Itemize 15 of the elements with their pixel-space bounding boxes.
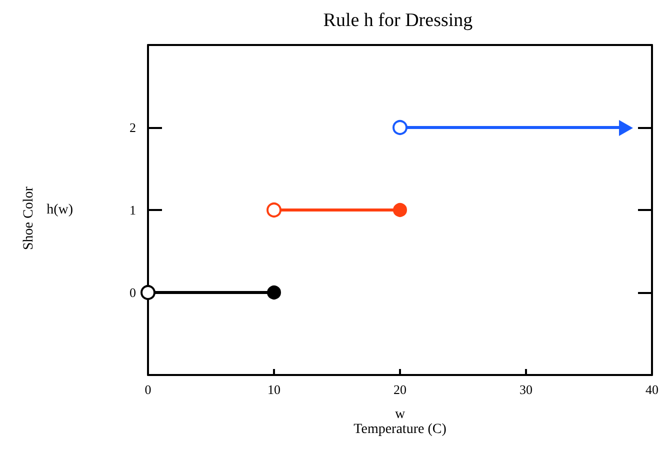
y-tick-label: 2 xyxy=(130,120,136,135)
point xyxy=(267,286,281,300)
x-tick-label: 0 xyxy=(144,382,152,397)
y-tick-label: 0 xyxy=(130,285,136,300)
point xyxy=(393,203,407,217)
text: Shoe Color xyxy=(22,186,36,250)
x-tick-label: 10 xyxy=(268,382,280,397)
x-tick-label: 40 xyxy=(646,382,658,397)
chart-title: Rule h for Dressing xyxy=(323,10,474,31)
x-tick-label: 20 xyxy=(394,382,406,397)
x-axis-title: w Temperature (C) xyxy=(354,407,447,437)
y-tick-label: 1 xyxy=(130,202,136,218)
y-axis-title: h(w) xyxy=(46,202,74,218)
point xyxy=(392,120,408,135)
x-tick-label: 30 xyxy=(520,382,532,397)
